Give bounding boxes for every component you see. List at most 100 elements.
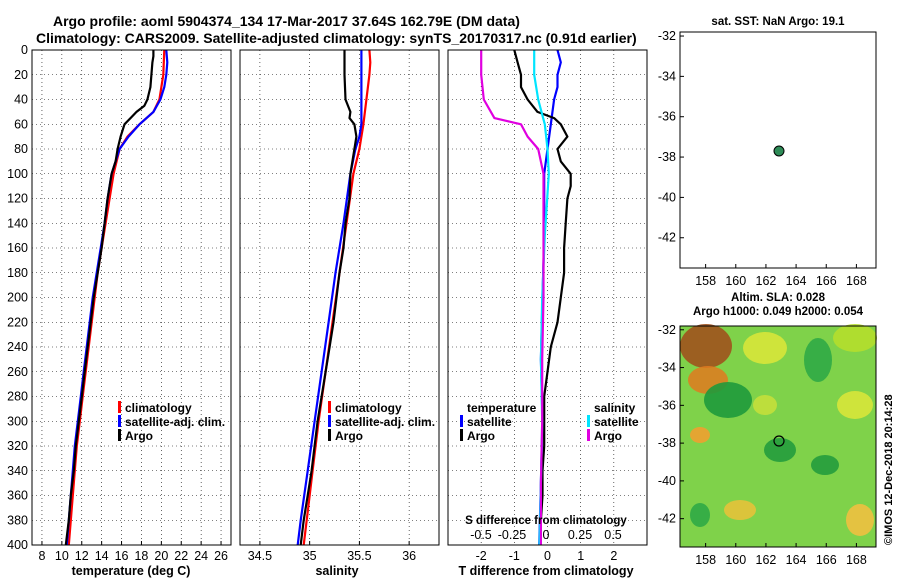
figure-title-line2: Climatology: CARS2009. Satellite-adjuste… [36,30,637,46]
sla-anomaly-low [811,455,839,475]
x-tick-label: 20 [154,549,168,563]
s-difference-tick-labels: -0.5 -0.25 0 0.25 0.5 [470,528,622,542]
x-tick-label: -1 [509,549,520,563]
salinity-tick-labels: 34.5 35 35.5 36 [248,541,416,563]
x-tick-label: 35 [303,549,317,563]
sla-map-panel: Altim. SLA: 0.028 Argo h1000: 0.049 h200… [658,292,877,567]
lon-tick-label: 158 [695,274,716,288]
legend-swatch-t-argo [460,429,463,441]
y-tick-label: 140 [7,216,28,230]
sla-anomaly-pos [690,427,710,443]
sla-map-title-line2: Argo h1000: 0.049 h2000: 0.054 [693,306,864,318]
x-tick-label: 8 [38,549,45,563]
salinity-frame [239,49,440,546]
y-tick-label: 300 [7,414,28,428]
y-tick-label: 160 [7,241,28,255]
sst-map-title: sat. SST: NaN Argo: 19.1 [711,16,845,28]
lon-tick-label: 168 [846,553,867,567]
y-tick-label: 200 [7,291,28,305]
y-tick-label: 260 [7,365,28,379]
temperature-gridlines [32,50,231,545]
y-tick-label: 380 [7,513,28,527]
imos-credit: ©IMOS 12-Dec-2018 20:14:28 [883,394,895,545]
legend-label-climatology: climatology [335,401,402,415]
y-tick-label: 280 [7,390,28,404]
sla-map-title-line1: Altim. SLA: 0.028 [731,292,826,304]
y-tick-label: 100 [7,167,28,181]
temperature-tick-labels: 8 10 12 14 16 18 20 22 24 26 [38,541,228,563]
sla-anomaly-pos [724,500,756,520]
sla-map-frame [679,325,877,548]
legend-label-s-argo: Argo [594,429,622,443]
y-tick-label: 20 [14,68,28,82]
y-tick-label: 40 [14,93,28,107]
legend-label-t-argo: Argo [467,429,495,443]
difference-frame [447,49,648,546]
x-tick-label: 1 [577,549,584,563]
s-tick-label: 0 [543,528,550,542]
lat-tick-label: -38 [658,150,676,164]
temperature-frame [31,49,232,546]
argo-float-marker [773,435,785,447]
lat-tick-label: -40 [658,190,676,204]
t-difference-x-label: T difference from climatology [458,564,633,578]
s-tick-label: -0.25 [498,528,527,542]
sla-anomaly-low [704,382,752,418]
salinity-gridlines [240,50,439,545]
x-tick-label: 14 [95,549,109,563]
lat-tick-label: -42 [658,512,676,526]
temperature-panel: 0 20 40 60 80 100 120 140 160 180 200 220 240 260 280 3… [7,43,232,578]
s-tick-label: -0.5 [470,528,492,542]
lat-tick-label: -38 [658,436,676,450]
sla-anomaly-pos [833,324,877,352]
y-tick-label: 180 [7,266,28,280]
legend-label-climatology: climatology [125,401,192,415]
lat-tick-label: -36 [658,398,676,412]
series-line-satellite-adj-clim- [296,50,363,546]
x-tick-label: 35.5 [347,549,371,563]
x-tick-label: 36 [402,549,416,563]
sla-anomaly-low [764,438,796,462]
legend-label-argo: Argo [125,429,153,443]
x-tick-label: 2 [610,549,617,563]
lon-tick-label: 160 [725,274,746,288]
y-tick-label: 320 [7,439,28,453]
series-line-s-argo [480,50,545,545]
x-tick-label: 24 [194,549,208,563]
lat-tick-label: -34 [658,361,676,375]
sla-anomaly-pos [743,332,787,364]
lat-tick-label: -32 [658,323,676,337]
series-line-t-argo [513,49,572,545]
salinity-legend: climatology satellite-adj. clim. Argo [328,401,435,443]
x-tick-label: 0 [544,549,551,563]
lat-tick-label: -40 [658,474,676,488]
y-tick-label: 400 [7,538,28,552]
legend-swatch-climatology [328,401,331,413]
legend-swatch-s-satellite [587,415,590,427]
y-tick-label: 80 [14,142,28,156]
sla-anomaly-low [804,338,832,382]
argo-float-marker [773,145,785,157]
temperature-profiles [64,49,169,546]
legend-swatch-t-satellite [460,415,463,427]
series-line-argo [64,50,155,546]
legend-swatch-s-argo [587,429,590,441]
legend-swatch-argo [328,429,331,441]
x-tick-label: 10 [55,549,69,563]
y-tick-label: 340 [7,464,28,478]
sla-anomaly-low [690,503,710,527]
difference-panel: -2 -1 0 1 2 S difference from climatology -0… [447,49,648,578]
legend-title-temperature: temperature [467,401,537,415]
y-tick-label: 360 [7,489,28,503]
sla-anomaly-pos [753,395,777,415]
legend-label-satellite-adj: satellite-adj. clim. [335,415,435,429]
difference-profiles [480,49,572,546]
sla-anomaly-pos [846,504,874,536]
legend-swatch-satellite-adj [118,415,121,427]
y-tick-label: 0 [21,43,28,57]
x-tick-label: 26 [214,549,228,563]
lon-tick-label: 164 [786,553,807,567]
legend-title-salinity: salinity [594,401,636,415]
lon-tick-label: 166 [816,274,837,288]
lat-tick-label: -34 [658,69,676,83]
